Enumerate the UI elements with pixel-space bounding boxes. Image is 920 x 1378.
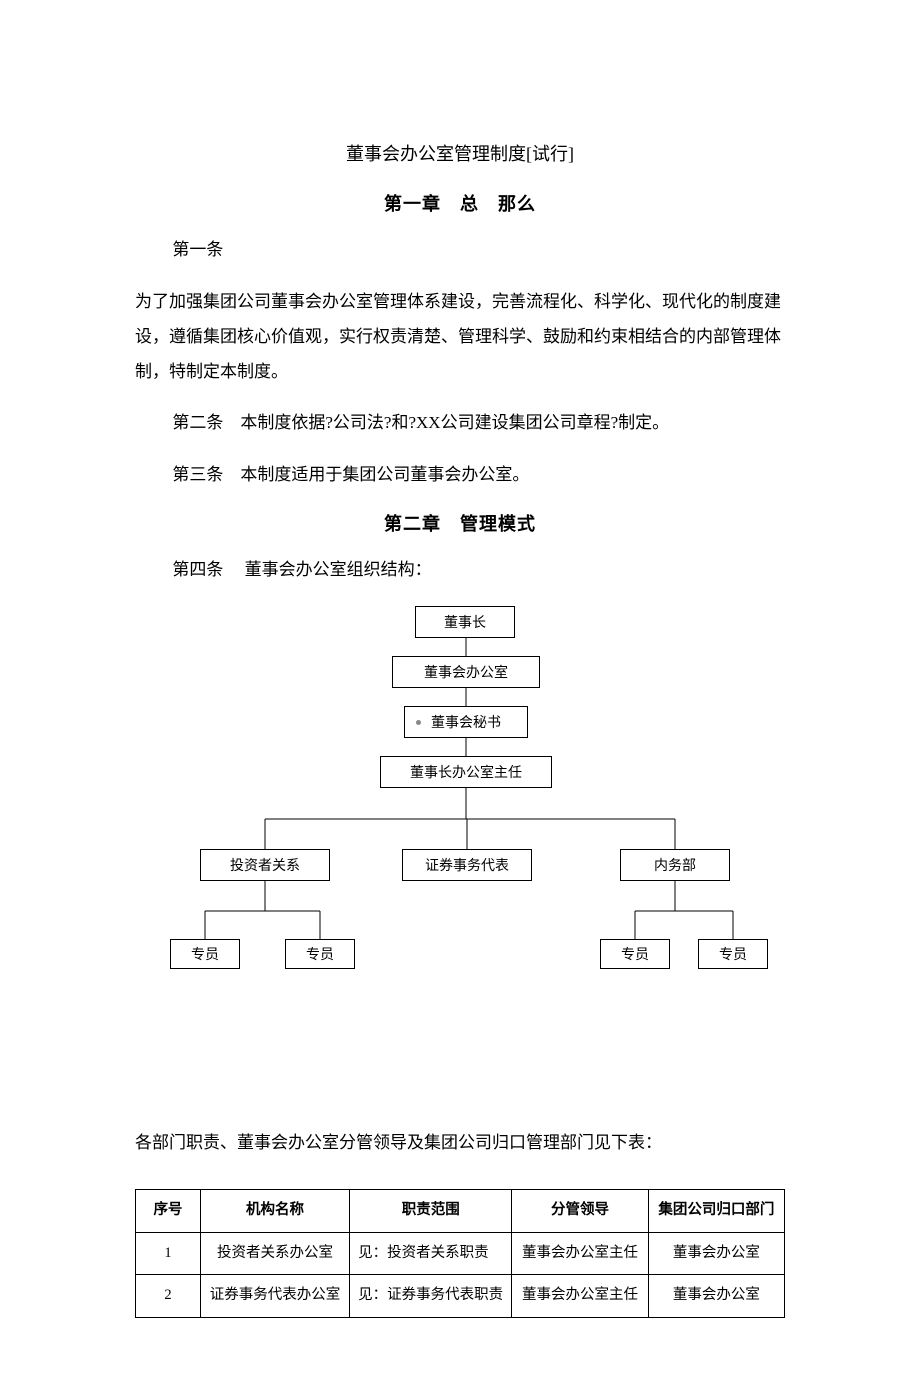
decorative-dot [416,720,421,725]
org-chart: 董事长董事会办公室董事会秘书董事长办公室主任投资者关系证券事务代表内务部专员专员… [140,606,780,1006]
org-node: 投资者关系 [200,849,330,881]
chapter-1-heading: 第一章 总 那么 [135,190,785,216]
table-row: 1投资者关系办公室见：投资者关系职责董事会办公室主任董事会办公室 [136,1232,785,1275]
document-title: 董事会办公室管理制度[试行] [135,140,785,166]
table-cell: 1 [136,1232,201,1275]
table-cell: 2 [136,1275,201,1318]
table-cell: 投资者关系办公室 [200,1232,349,1275]
table-cell: 董事会办公室主任 [512,1275,648,1318]
org-node: 董事会办公室 [392,656,540,688]
table-row: 2证券事务代表办公室见：证券事务代表职责董事会办公室主任董事会办公室 [136,1275,785,1318]
table-cell: 见：投资者关系职责 [350,1232,512,1275]
article-4: 第四条 董事会办公室组织结构： [135,553,785,588]
chapter-2-heading: 第二章 管理模式 [135,510,785,536]
org-node: 证券事务代表 [402,849,532,881]
article-1-body: 为了加强集团公司董事会办公室管理体系建设，完善流程化、科学化、现代化的制度建设，… [135,285,785,390]
org-node: 专员 [698,939,768,969]
org-node: 董事长办公室主任 [380,756,552,788]
org-node: 专员 [600,939,670,969]
article-1-label-line: 第一条 [135,233,785,268]
table-header-cell: 分管领导 [512,1189,648,1232]
table-header-cell: 职责范围 [350,1189,512,1232]
table-header-cell: 集团公司归口部门 [648,1189,784,1232]
table-cell: 董事会办公室主任 [512,1232,648,1275]
article-3: 第三条 本制度适用于集团公司董事会办公室。 [135,458,785,493]
org-node: 专员 [285,939,355,969]
table-cell: 董事会办公室 [648,1275,784,1318]
table-header-cell: 序号 [136,1189,201,1232]
table-cell: 见：证券事务代表职责 [350,1275,512,1318]
department-table: 序号机构名称职责范围分管领导集团公司归口部门1投资者关系办公室见：投资者关系职责… [135,1189,785,1318]
table-header-cell: 机构名称 [200,1189,349,1232]
table-lead-paragraph: 各部门职责、董事会办公室分管领导及集团公司归口管理部门见下表： [135,1126,785,1161]
org-node: 董事会秘书 [404,706,528,738]
org-node: 内务部 [620,849,730,881]
org-node: 专员 [170,939,240,969]
table-cell: 证券事务代表办公室 [200,1275,349,1318]
article-2: 第二条 本制度依据?公司法?和?XX公司建设集团公司章程?制定。 [135,406,785,441]
table-cell: 董事会办公室 [648,1232,784,1275]
org-node: 董事长 [415,606,515,638]
article-1-label: 第一条 [172,240,223,259]
